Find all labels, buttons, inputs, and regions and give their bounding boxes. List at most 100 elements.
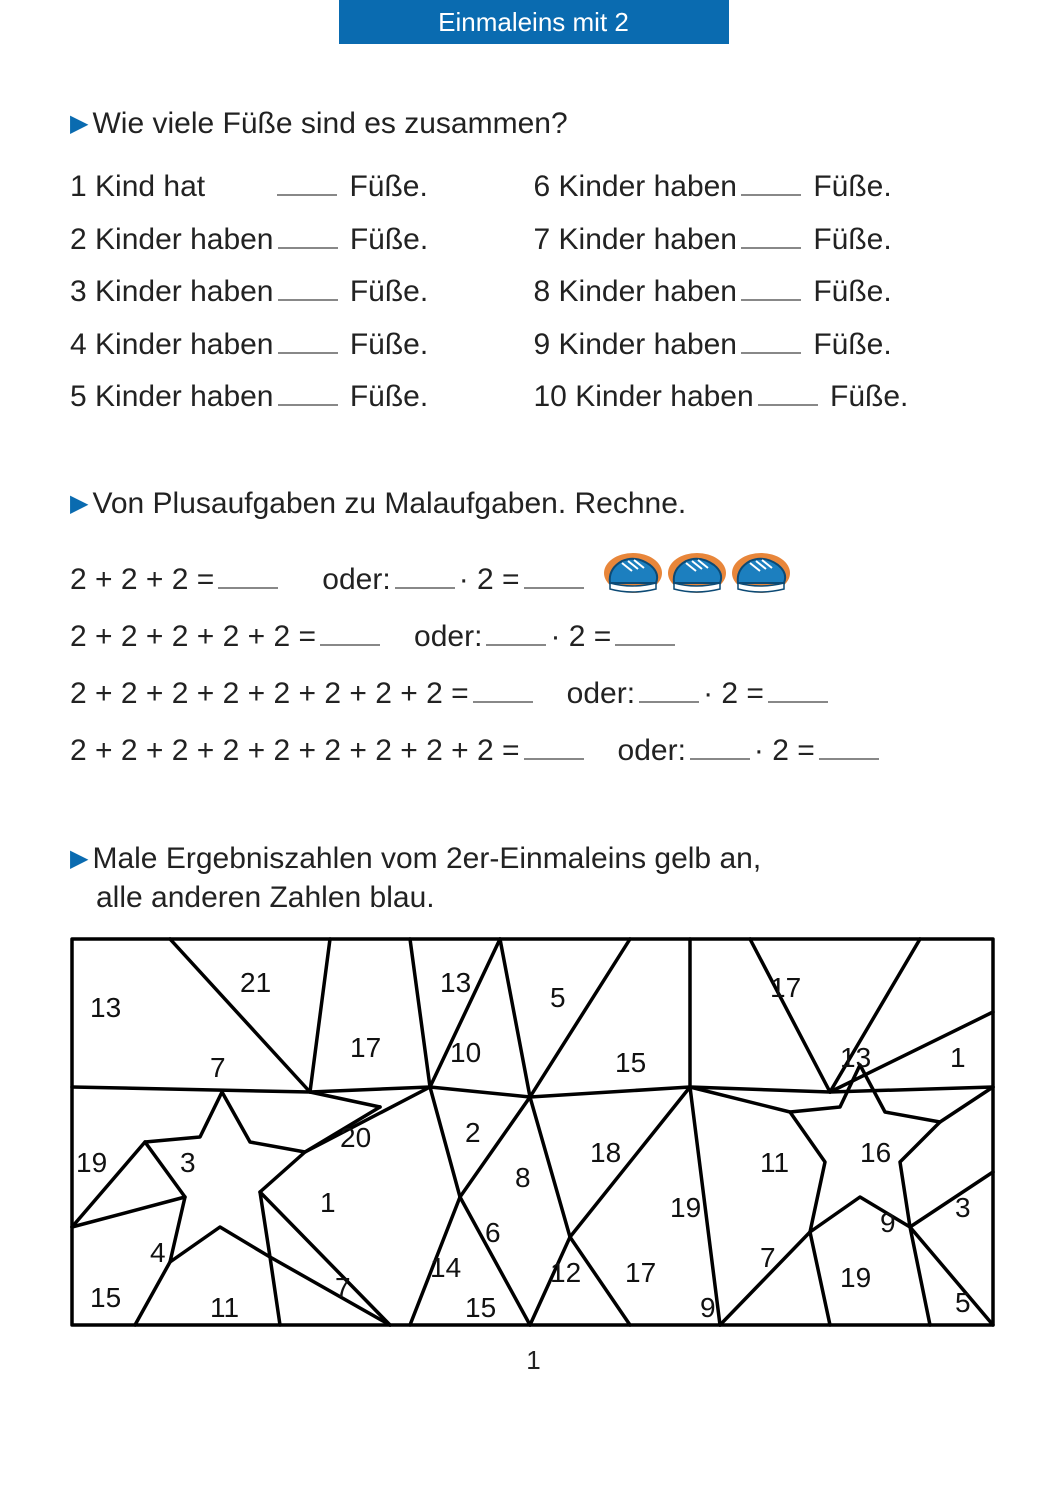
bullet-icon: ▶ [70,843,88,874]
s1-r1-suf: Füße. [813,223,891,256]
coloring-number: 17 [770,972,801,1004]
coloring-number: 13 [840,1042,871,1074]
blank[interactable] [741,217,801,249]
shoes-icon [602,549,792,597]
coloring-number: 10 [450,1037,481,1069]
coloring-number: 6 [485,1217,501,1249]
blank[interactable] [741,164,801,196]
coloring-number: 19 [840,1262,871,1294]
coloring-number: 19 [76,1147,107,1179]
coloring-number: 9 [880,1207,896,1239]
section2-title: ▶Von Plusaufgaben zu Malaufgaben. Rechne… [70,484,997,523]
blank[interactable] [278,217,338,249]
blank[interactable] [278,269,338,301]
section1-title: ▶Wie viele Füße sind es zusammen? [70,104,997,143]
coloring-number: 21 [240,967,271,999]
s1-l4-pre: 5 Kinder haben [70,380,274,413]
coloring-number: 7 [760,1242,776,1274]
coloring-number: 16 [860,1137,891,1169]
blank[interactable] [524,557,584,589]
s1-l2-suf: Füße. [350,275,428,308]
coloring-number: 3 [180,1147,196,1179]
blank[interactable] [690,728,750,760]
coloring-number: 12 [550,1257,581,1289]
blank[interactable] [615,614,675,646]
bullet-icon: ▶ [70,488,88,519]
blank[interactable] [277,164,337,196]
s2-r3-mid: oder: [618,722,686,779]
blank[interactable] [473,671,533,703]
coloring-number: 15 [615,1047,646,1079]
coloring-number: 11 [760,1147,789,1179]
coloring-number: 1 [950,1042,966,1074]
s1-l3-pre: 4 Kinder haben [70,328,274,361]
s1-r2-pre: 8 Kinder haben [534,275,738,308]
coloring-number: 2 [465,1117,481,1149]
section1-col-right: 6 Kinder haben Füße. 7 Kinder haben Füße… [534,161,998,424]
blank[interactable] [278,374,338,406]
blank[interactable] [524,728,584,760]
section2-title-text: Von Plusaufgaben zu Malaufgaben. Rechne. [92,487,686,520]
coloring-number: 7 [210,1052,226,1084]
s2-r3-lhs: 2 + 2 + 2 + 2 + 2 + 2 + 2 + 2 + 2 = [70,722,520,779]
coloring-number: 19 [670,1192,701,1224]
s2-r1-mid: oder: [414,608,482,665]
blank[interactable] [218,557,278,589]
coloring-number: 18 [590,1137,621,1169]
s1-r2-suf: Füße. [813,275,891,308]
coloring-number: 5 [955,1287,971,1319]
s1-l1-suf: Füße. [350,223,428,256]
blank[interactable] [278,322,338,354]
coloring-number: 11 [210,1292,239,1324]
coloring-number: 13 [440,967,471,999]
blank[interactable] [320,614,380,646]
blank[interactable] [819,728,879,760]
s1-r0-suf: Füße. [813,170,891,203]
s2-r1-tail: · 2 = [550,608,611,665]
coloring-number: 7 [335,1272,351,1304]
s2-r1-lhs: 2 + 2 + 2 + 2 + 2 = [70,608,316,665]
coloring-number: 17 [625,1257,656,1289]
s1-r3-suf: Füße. [813,328,891,361]
section1-col-left: 1 Kind hat Füße. 2 Kinder haben Füße. 3 … [70,161,534,424]
coloring-number: 9 [700,1292,716,1324]
coloring-number: 14 [430,1252,461,1284]
s2-r0-lhs: 2 + 2 + 2 = [70,551,214,608]
coloring-number: 5 [550,982,566,1014]
s1-r4-pre: 10 Kinder haben [534,380,754,413]
coloring-number: 4 [150,1237,166,1269]
section2-body: 2 + 2 + 2 = oder: · 2 = 2 + 2 + 2 + 2 + … [70,541,997,779]
s2-r2-tail: · 2 = [703,665,764,722]
coloring-number: 15 [90,1282,121,1314]
s1-l0-pre: 1 Kind hat [70,170,205,203]
s2-r0-tail: · 2 = [459,551,520,608]
s1-l0-suf: Füße. [349,170,427,203]
s1-r4-suf: Füße. [830,380,908,413]
bullet-icon: ▶ [70,108,88,139]
blank[interactable] [639,671,699,703]
coloring-diagram[interactable]: 1321717131051517131193201281819111693415… [70,937,995,1327]
section3-title-line2: alle anderen Zahlen blau. [96,881,435,914]
coloring-number: 17 [350,1032,381,1064]
blank[interactable] [768,671,828,703]
coloring-number: 13 [90,992,121,1024]
blank[interactable] [486,614,546,646]
s1-l1-pre: 2 Kinder haben [70,223,274,256]
s1-l3-suf: Füße. [350,328,428,361]
s1-r1-pre: 7 Kinder haben [534,223,738,256]
coloring-number: 20 [340,1122,371,1154]
page-number: 1 [70,1345,997,1376]
section1-title-text: Wie viele Füße sind es zusammen? [92,107,567,140]
section3-title-line1: Male Ergebniszahlen vom 2er-Einmaleins g… [92,842,761,875]
coloring-number: 3 [955,1192,971,1224]
s2-r2-mid: oder: [567,665,635,722]
s2-r0-mid: oder: [322,551,390,608]
coloring-number: 1 [320,1187,336,1219]
blank[interactable] [741,322,801,354]
coloring-number: 8 [515,1162,531,1194]
blank[interactable] [758,374,818,406]
s1-l4-suf: Füße. [350,380,428,413]
blank[interactable] [395,557,455,589]
coloring-number: 15 [465,1292,496,1324]
blank[interactable] [741,269,801,301]
